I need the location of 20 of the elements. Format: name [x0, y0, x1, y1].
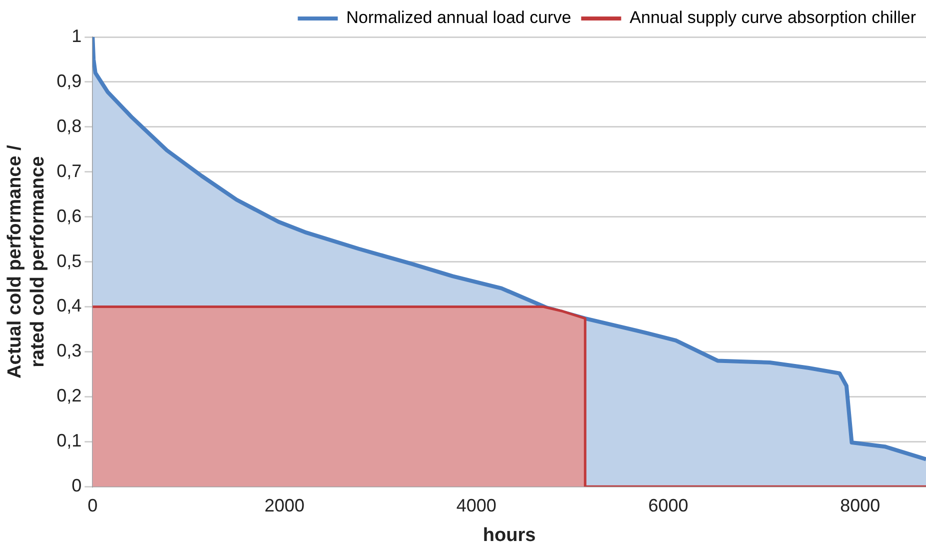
y-tick-label: 0 — [72, 476, 82, 496]
y-tick-label: 0,3 — [56, 340, 82, 361]
y-tick-label: 0,9 — [56, 70, 82, 91]
x-tick-label: 0 — [88, 495, 98, 516]
legend-label: Normalized annual load curve — [346, 8, 572, 28]
y-tick-label: 0,8 — [56, 116, 82, 136]
y-tick-label: 0,2 — [56, 386, 82, 406]
legend-label: Annual supply curve absorption chiller — [630, 8, 916, 28]
y-tick-label: 0,5 — [56, 250, 82, 271]
y-axis-title: Actual cold performance / rated cold performance — [4, 144, 48, 378]
y-tick-label: 0,6 — [56, 206, 82, 226]
y-tick-label: 0,1 — [56, 430, 82, 451]
x-tick-label: 4000 — [456, 495, 496, 516]
x-axis-title: hours — [482, 524, 536, 546]
x-tick-label: 2000 — [264, 495, 305, 516]
y-tick-label: 1 — [72, 26, 82, 46]
x-tick-label: 8000 — [840, 495, 880, 516]
y-tick-label: 0,7 — [56, 160, 82, 181]
y-tick-label: 0,4 — [56, 296, 82, 316]
x-tick-label: 6000 — [648, 495, 688, 516]
